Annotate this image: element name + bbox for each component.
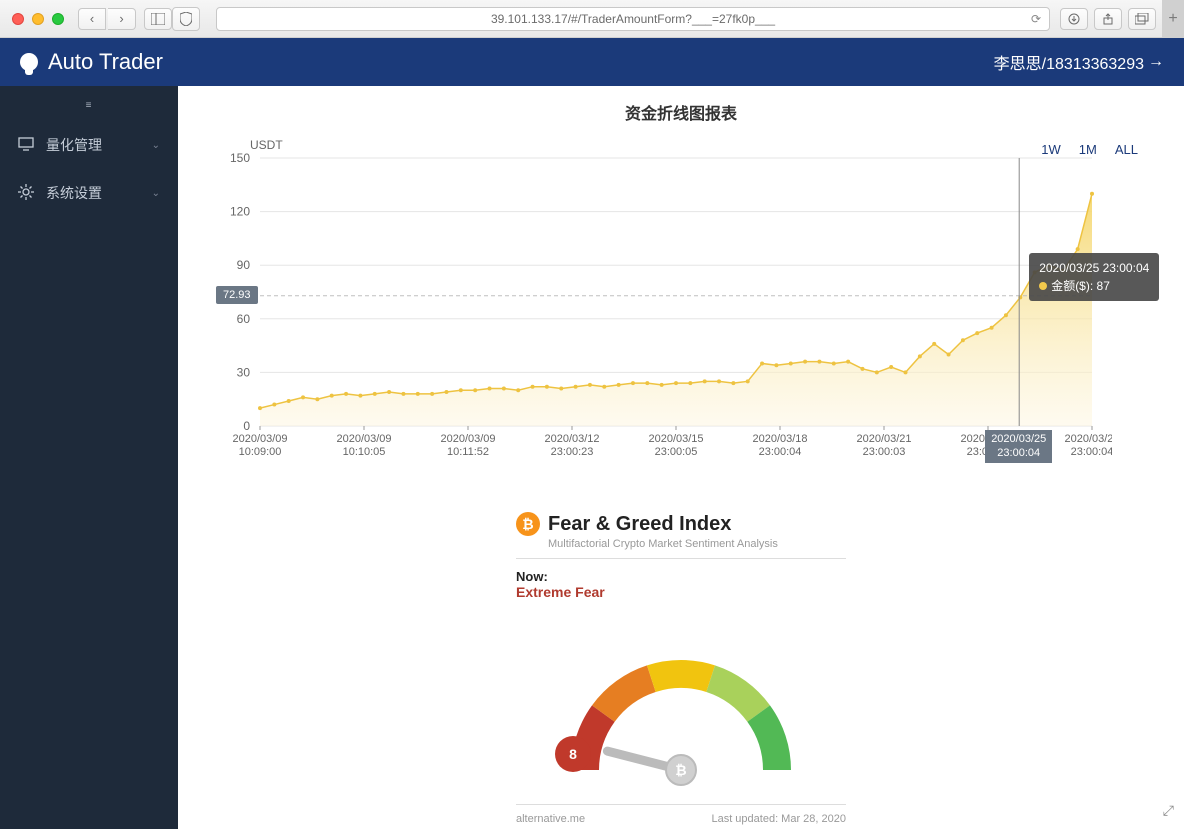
fg-gauge-value: 8 [555,736,591,772]
bulb-icon [20,53,38,71]
fg-subtitle: Multifactorial Crypto Market Sentiment A… [548,538,846,550]
svg-text:23:00:03: 23:00:03 [863,446,906,458]
new-tab-button[interactable]: + [1162,0,1184,38]
svg-text:23:00:23: 23:00:23 [551,446,594,458]
tooltip-label: 金额($) [1051,279,1090,293]
gear-icon [18,184,36,203]
y-highlight-badge: 72.93 [216,286,258,304]
fg-updated: Last updated: Mar 28, 2020 [711,813,846,825]
y-axis-label: USDT [250,138,283,152]
svg-text:30: 30 [237,365,251,379]
sidebar-item-label: 系统设置 [46,183,102,203]
svg-text:0: 0 [243,419,250,433]
svg-text:120: 120 [230,205,250,219]
svg-text:2020/03/09: 2020/03/09 [336,433,391,445]
chart-tooltip: 2020/03/25 23:00:04 金额($): 87 [1029,253,1159,301]
svg-text:10:11:52: 10:11:52 [447,446,489,458]
share-button[interactable] [1094,8,1122,30]
chart-container: USDT 03060901201502020/03/0910:09:002020… [202,152,1160,472]
window-close-button[interactable] [12,13,24,25]
tooltip-value: 87 [1097,279,1110,293]
window-zoom-button[interactable] [52,13,64,25]
privacy-shield-button[interactable] [172,7,200,31]
tabs-icon [1135,13,1149,25]
tabs-button[interactable] [1128,8,1156,30]
svg-text:10:09:00: 10:09:00 [239,446,282,458]
user-text: 李思思/18313363293 [994,50,1144,74]
fg-title: Fear & Greed Index [548,513,731,536]
chart-title: 资金折线图报表 [202,100,1160,124]
svg-text:2020/03/09: 2020/03/09 [440,433,495,445]
share-icon [1102,13,1114,25]
download-icon [1068,13,1080,25]
back-button[interactable]: ‹ [78,8,106,30]
area-chart[interactable]: 03060901201502020/03/0910:09:002020/03/0… [202,152,1112,472]
svg-text:23:00:04: 23:00:04 [759,446,802,458]
fg-now-label: Now: [516,569,846,584]
app-logo[interactable]: Auto Trader [20,49,163,75]
svg-text:2020/03/12: 2020/03/12 [544,433,599,445]
fear-greed-widget: ₿ Fear & Greed Index Multifactorial Cryp… [516,512,846,825]
x-highlight-line2: 23:00:04 [991,446,1046,460]
sidebar-collapse-button[interactable]: ≡ [0,94,178,121]
x-highlight-line1: 2020/03/25 [991,432,1046,446]
shield-icon [180,12,192,26]
svg-text:2020/03/21: 2020/03/21 [856,433,911,445]
divider [516,558,846,559]
app-name: Auto Trader [48,49,163,75]
chevron-down-icon: ⌄ [152,188,160,199]
browser-chrome: ‹ › 39.101.133.17/#/TraderAmountForm?___… [0,0,1184,38]
svg-text:₿: ₿ [675,762,686,778]
svg-text:2020/03/18: 2020/03/18 [752,433,807,445]
tooltip-date: 2020/03/25 23:00:04 [1039,259,1149,277]
svg-text:2020/03/09: 2020/03/09 [232,433,287,445]
main-content: 资金折线图报表 1W 1M ALL USDT 03060901201502020… [178,86,1184,829]
svg-text:23:00:04: 23:00:04 [1071,446,1112,458]
svg-text:23:00:05: 23:00:05 [655,446,698,458]
sidebar-toggle-button[interactable] [144,8,172,30]
expand-icon[interactable]: ⤢ [1163,802,1174,819]
window-minimize-button[interactable] [32,13,44,25]
url-text: 39.101.133.17/#/TraderAmountForm?___=27f… [491,12,775,26]
nav-arrows: ‹ › [78,8,136,30]
sidebar: ≡ 量化管理 ⌄ 系统设置 ⌄ [0,86,178,829]
fg-now-value: Extreme Fear [516,584,846,600]
arrow-right-icon: → [1148,53,1164,71]
sidebar-item-quant[interactable]: 量化管理 ⌄ [0,121,178,169]
right-chrome-controls [1060,8,1156,30]
downloads-button[interactable] [1060,8,1088,30]
x-highlight-label: 2020/03/25 23:00:04 [985,430,1052,463]
tooltip-dot-icon [1039,282,1047,290]
reload-icon[interactable]: ⟳ [1031,12,1041,26]
svg-text:150: 150 [230,152,250,165]
sidebar-icon [151,13,165,25]
app-header: Auto Trader 李思思/18313363293 → [0,38,1184,86]
url-bar[interactable]: 39.101.133.17/#/TraderAmountForm?___=27f… [216,7,1050,31]
svg-text:10:10:05: 10:10:05 [343,446,386,458]
bitcoin-icon: ₿ [516,512,540,536]
monitor-icon [18,137,36,154]
chevron-down-icon: ⌄ [152,140,160,151]
svg-text:60: 60 [237,312,251,326]
fg-gauge: ₿ 8 [541,620,821,790]
sidebar-item-label: 量化管理 [46,135,102,155]
svg-text:2020/03/15: 2020/03/15 [648,433,703,445]
svg-text:90: 90 [237,258,251,272]
traffic-lights [12,13,64,25]
sidebar-item-settings[interactable]: 系统设置 ⌄ [0,169,178,217]
user-menu[interactable]: 李思思/18313363293 → [994,50,1164,74]
forward-button[interactable]: › [108,8,136,30]
svg-text:2020/03/27: 2020/03/27 [1064,433,1112,445]
fg-source: alternative.me [516,813,585,825]
